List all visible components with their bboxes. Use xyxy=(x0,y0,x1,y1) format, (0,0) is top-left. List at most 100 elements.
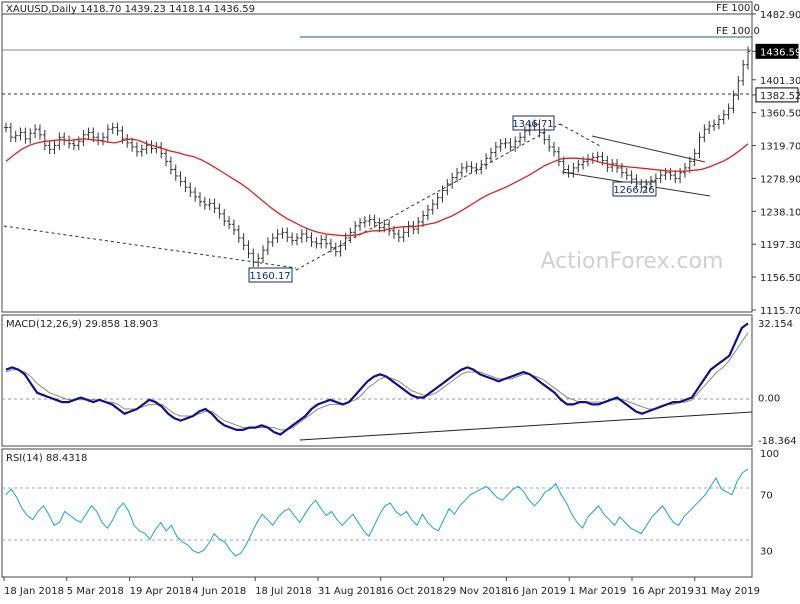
price-bar xyxy=(712,119,717,131)
price-bar xyxy=(731,90,736,114)
price-bar xyxy=(421,210,426,227)
price-bar xyxy=(338,240,343,257)
price-bar xyxy=(47,140,52,155)
moving-average-line xyxy=(5,138,749,237)
price-bar xyxy=(217,203,222,219)
price-bar xyxy=(304,229,309,243)
svg-text:1238.10: 1238.10 xyxy=(760,207,800,218)
price-bar xyxy=(125,134,130,148)
price-bar xyxy=(290,232,295,246)
price-bar xyxy=(673,170,678,184)
price-bar xyxy=(702,124,707,143)
price-bar xyxy=(658,170,663,184)
price-bar xyxy=(130,138,135,152)
price-bar xyxy=(149,140,154,154)
price-bar xyxy=(251,248,256,268)
price-bar xyxy=(81,129,86,147)
price-bar xyxy=(362,216,367,228)
price-bar xyxy=(532,119,537,131)
price-bar xyxy=(173,164,178,181)
svg-text:1436.59: 1436.59 xyxy=(760,47,800,58)
price-bar xyxy=(634,174,639,189)
price-bar xyxy=(649,175,654,189)
label-box-1160 xyxy=(248,267,293,283)
macd-signal-line xyxy=(5,332,749,431)
price-bar xyxy=(197,192,202,207)
price-bar xyxy=(222,208,227,226)
price-bar xyxy=(159,142,164,159)
price-bar xyxy=(508,138,513,152)
price-bar xyxy=(411,221,416,234)
support-trendline-dashed xyxy=(3,225,297,269)
price-bar xyxy=(503,138,508,149)
price-bar xyxy=(202,196,207,210)
rsi-panel-title: RSI(14) 88.4318 xyxy=(6,453,87,464)
price-bar xyxy=(13,130,18,143)
price-bar xyxy=(193,187,198,202)
rsi-tick-label: 100 xyxy=(760,449,779,460)
price-bar xyxy=(100,132,105,146)
price-tick-label: 1156.50 xyxy=(752,273,800,284)
price-bar xyxy=(552,142,557,157)
price-bar xyxy=(396,229,401,243)
price-bar xyxy=(542,127,547,145)
price-bar xyxy=(227,216,232,230)
price-bar xyxy=(639,179,644,193)
price-bar xyxy=(469,161,474,173)
price-bar xyxy=(275,229,280,243)
price-bar xyxy=(547,134,552,152)
x-tick-label: 1 Mar 2019 xyxy=(569,586,626,597)
price-panel-frame xyxy=(1,1,753,313)
price-bar xyxy=(741,59,746,86)
price-bar xyxy=(678,167,683,184)
price-bar xyxy=(450,172,455,189)
price-bar xyxy=(18,127,23,141)
price-bar xyxy=(430,199,435,215)
price-bar xyxy=(4,122,8,133)
x-tick-label: 31 Aug 2018 xyxy=(318,586,382,597)
rsi-panel-frame xyxy=(1,448,753,578)
price-bar xyxy=(682,163,687,178)
label-box-1346 xyxy=(512,115,555,131)
price-bar xyxy=(585,154,590,167)
price-bar xyxy=(139,144,144,157)
price-bar xyxy=(168,156,173,175)
price-bar xyxy=(619,163,624,178)
price-bar xyxy=(285,227,290,243)
price-bar xyxy=(333,242,338,257)
price-bar xyxy=(464,161,469,173)
price-bar xyxy=(57,132,62,151)
price-bar xyxy=(280,227,285,239)
price-bar xyxy=(96,132,101,146)
price-tick-label: 1238.10 xyxy=(752,207,800,218)
price-bar xyxy=(513,136,518,152)
price-bar xyxy=(537,119,542,138)
fe-100-label-upper: FE 100.0 xyxy=(716,3,760,14)
price-bar xyxy=(299,229,304,243)
price-bar xyxy=(479,159,484,175)
price-bar xyxy=(294,233,299,246)
price-tick-label: 1278.90 xyxy=(752,174,800,185)
price-bar xyxy=(212,198,217,214)
price-bar xyxy=(62,132,67,146)
price-bar xyxy=(498,138,503,152)
price-bar xyxy=(721,109,726,125)
price-bar xyxy=(115,122,120,136)
price-bar xyxy=(178,171,183,187)
x-tick-label: 16 Apr 2019 xyxy=(632,586,694,597)
price-bar xyxy=(556,146,561,167)
price-label-1266: 1266.26 xyxy=(613,185,654,196)
price-bar xyxy=(372,214,377,228)
price-bar xyxy=(692,148,697,167)
price-bar xyxy=(624,167,629,180)
price-bar xyxy=(164,148,169,167)
falling-channel-dashed xyxy=(559,123,601,147)
price-bar xyxy=(134,142,139,157)
x-tick-label: 4 Jun 2018 xyxy=(192,586,246,597)
price-bar xyxy=(576,159,581,173)
price-bar xyxy=(144,140,149,155)
price-label-1346: 1346.71 xyxy=(512,119,553,130)
price-bar xyxy=(474,163,479,175)
falling-channel-upper xyxy=(591,135,706,163)
price-bar xyxy=(595,151,600,163)
